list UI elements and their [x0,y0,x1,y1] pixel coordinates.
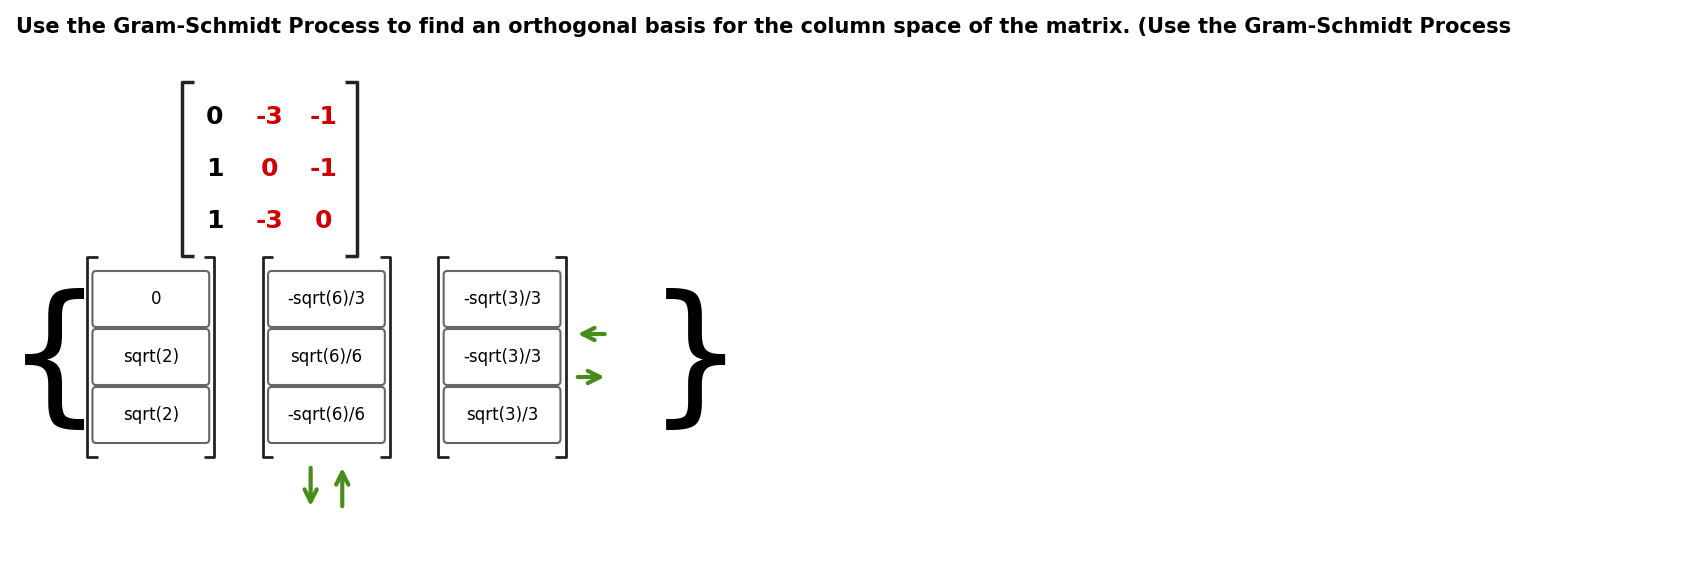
Text: sqrt(2): sqrt(2) [123,406,179,424]
Text: sqrt(3)/3: sqrt(3)/3 [466,406,539,424]
Text: sqrt(6)/6: sqrt(6)/6 [290,348,362,366]
Text: sqrt(2): sqrt(2) [123,348,179,366]
FancyBboxPatch shape [268,387,386,443]
FancyBboxPatch shape [268,271,386,327]
FancyBboxPatch shape [93,387,209,443]
FancyBboxPatch shape [443,271,561,327]
Text: -sqrt(6)/3: -sqrt(6)/3 [288,290,365,308]
Text: -sqrt(3)/3: -sqrt(3)/3 [463,348,541,366]
Text: -3: -3 [256,105,283,129]
Text: -sqrt(6)/6: -sqrt(6)/6 [288,406,365,424]
FancyBboxPatch shape [93,271,209,327]
FancyBboxPatch shape [268,329,386,385]
Text: -1: -1 [310,157,338,181]
Text: Use the Gram-Schmidt Process to find an orthogonal basis for the column space of: Use the Gram-Schmidt Process to find an … [17,17,1512,37]
Text: -1: -1 [310,105,338,129]
Text: 1: 1 [205,157,224,181]
FancyBboxPatch shape [93,329,209,385]
FancyBboxPatch shape [443,329,561,385]
Text: 0: 0 [315,209,332,233]
Text: -3: -3 [256,209,283,233]
FancyBboxPatch shape [443,387,561,443]
Text: }: } [647,288,744,436]
Text: 1: 1 [205,209,224,233]
Text: {: { [5,288,103,436]
Text: 0: 0 [205,105,224,129]
Text: -sqrt(3)/3: -sqrt(3)/3 [463,290,541,308]
Text: 0: 0 [152,290,162,308]
Text: 0: 0 [261,157,278,181]
